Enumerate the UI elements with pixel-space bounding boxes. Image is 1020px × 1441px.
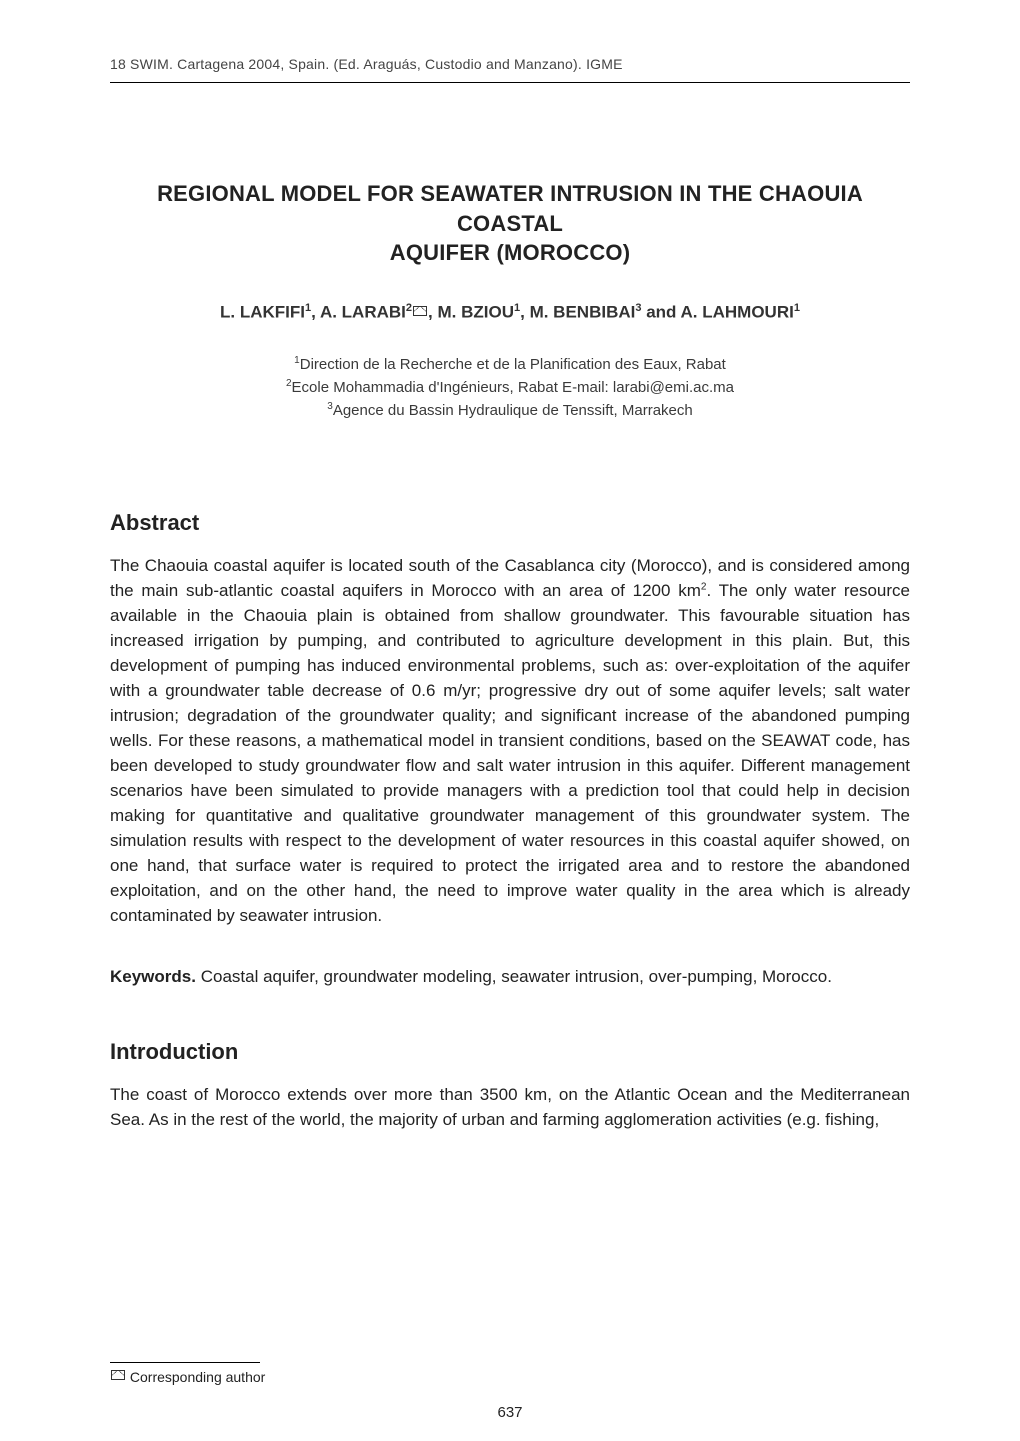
author-3: M. BZIOU	[437, 303, 514, 322]
author-1: L. LAKFIFI	[220, 303, 305, 322]
page-number: 637	[0, 1404, 1020, 1421]
page: 18 SWIM. Cartagena 2004, Spain. (Ed. Ara…	[0, 0, 1020, 1441]
author-2: A. LARABI	[320, 303, 406, 322]
author-and: and	[641, 303, 680, 322]
affiliation-3-text: Agence du Bassin Hydraulique de Tenssift…	[333, 402, 693, 419]
author-5: A. LAHMOURI	[681, 303, 794, 322]
title-line-2: AQUIFER (MOROCCO)	[390, 240, 631, 265]
author-5-affil: 1	[794, 302, 800, 314]
paper-title: REGIONAL MODEL FOR SEAWATER INTRUSION IN…	[110, 179, 910, 268]
author-2-affil: 2	[406, 302, 412, 314]
affiliation-3: 3Agence du Bassin Hydraulique de Tenssif…	[110, 399, 910, 422]
introduction-heading: Introduction	[110, 1039, 910, 1065]
keywords: Keywords. Coastal aquifer, groundwater m…	[110, 967, 910, 987]
author-sep: ,	[311, 303, 320, 322]
running-head: 18 SWIM. Cartagena 2004, Spain. (Ed. Ara…	[110, 56, 910, 83]
abstract-post: . The only water resource available in t…	[110, 581, 910, 925]
author-4: M. BENBIBAI	[530, 303, 636, 322]
affiliations: 1Direction de la Recherche et de la Plan…	[110, 353, 910, 423]
corresponding-author-icon	[413, 306, 427, 316]
footnote-text: Corresponding author	[126, 1369, 265, 1385]
abstract-text: The Chaouia coastal aquifer is located s…	[110, 554, 910, 929]
keywords-label: Keywords.	[110, 967, 196, 986]
abstract-heading: Abstract	[110, 510, 910, 536]
affiliation-1: 1Direction de la Recherche et de la Plan…	[110, 353, 910, 376]
footnote: Corresponding author	[110, 1369, 910, 1385]
title-line-1: REGIONAL MODEL FOR SEAWATER INTRUSION IN…	[157, 181, 863, 236]
affiliation-2-text: Ecole Mohammadia d'Ingénieurs, Rabat E-m…	[292, 379, 734, 396]
affiliation-2: 2Ecole Mohammadia d'Ingénieurs, Rabat E-…	[110, 376, 910, 399]
footnote-rule	[110, 1362, 260, 1363]
introduction-text: The coast of Morocco extends over more t…	[110, 1083, 910, 1133]
author-sep: ,	[520, 303, 529, 322]
footnote-area: Corresponding author	[110, 1362, 910, 1385]
mail-icon	[111, 1370, 125, 1380]
keywords-text: Coastal aquifer, groundwater modeling, s…	[196, 967, 832, 986]
author-line: L. LAKFIFI1, A. LARABI2, M. BZIOU1, M. B…	[110, 302, 910, 323]
affiliation-1-text: Direction de la Recherche et de la Plani…	[300, 356, 726, 373]
